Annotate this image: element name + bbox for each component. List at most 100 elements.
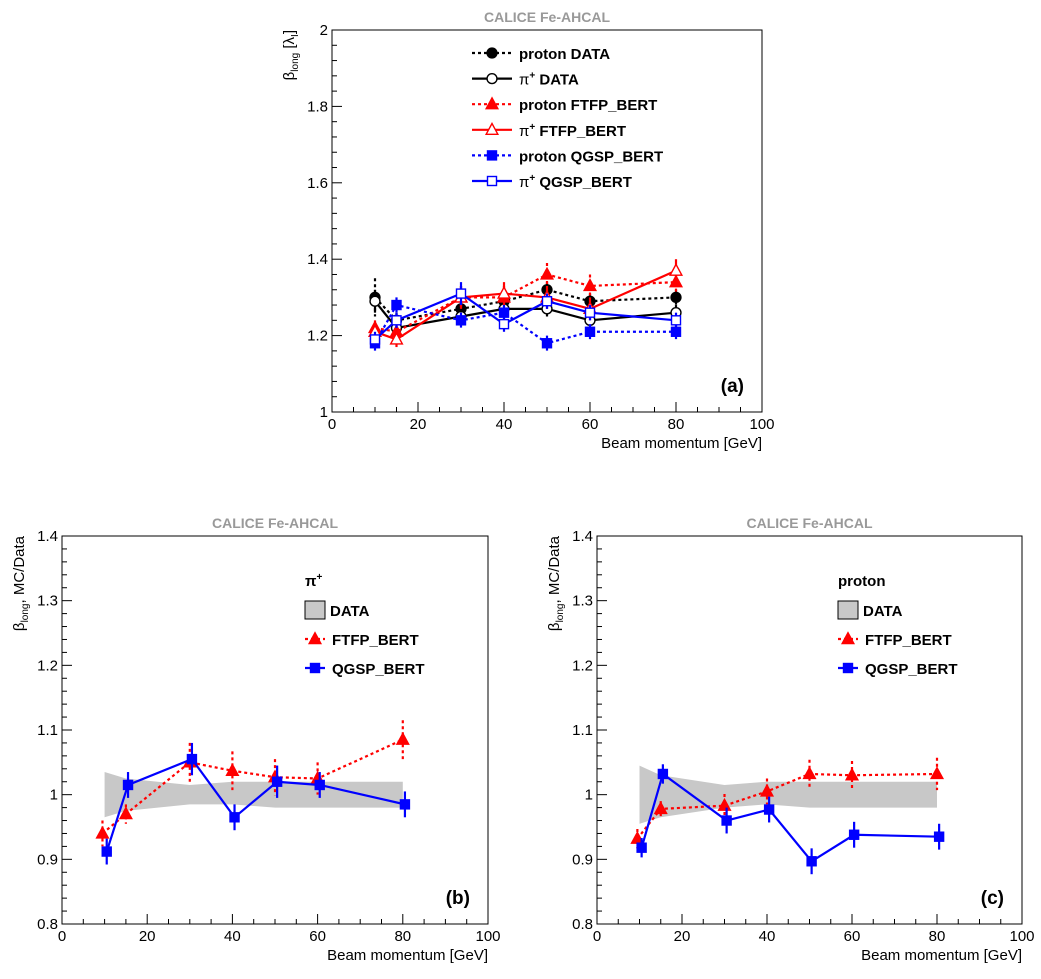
panel-label: (c) — [981, 888, 1004, 909]
x-tick-label: 80 — [929, 928, 946, 945]
y-tick-label: 1.2 — [307, 328, 328, 345]
legend-marker — [484, 96, 500, 110]
data-point — [391, 315, 402, 326]
y-tick-label: 1.4 — [37, 528, 58, 545]
data-point — [541, 296, 553, 307]
data-point — [653, 801, 668, 815]
data-point — [369, 334, 381, 345]
series-1 — [636, 764, 945, 875]
legend-entry-label: DATA — [330, 603, 370, 620]
legend-entry-label: QGSP_BERT — [865, 661, 958, 678]
chart-title: CALICE Fe-AHCAL — [212, 515, 338, 531]
legend-marker — [840, 631, 856, 645]
x-tick-label: 60 — [844, 928, 861, 945]
y-tick-label: 0.8 — [37, 916, 58, 933]
panel-c-chart: CALICE Fe-AHCAL 0 20 40 60 80 100 0.8 0.9 1 1.1 1.2… — [546, 515, 1035, 964]
x-tick-label: 0 — [58, 928, 66, 945]
y-tick-label: 1.6 — [307, 175, 328, 192]
legend-entry-label: π+ FTFP_BERT — [519, 122, 626, 140]
data-point — [759, 783, 775, 797]
data-point — [389, 331, 404, 345]
legend-band-swatch — [837, 600, 859, 620]
x-tick-label: 20 — [410, 416, 427, 433]
y-tick-label: 1.4 — [572, 528, 593, 545]
legend-marker — [484, 122, 500, 136]
chart-title: CALICE Fe-AHCAL — [747, 515, 873, 531]
series-0 — [630, 757, 945, 849]
y-tick-label: 1.8 — [307, 98, 328, 115]
panel-b-chart: CALICE Fe-AHCAL 0 20 40 60 80 100 0.8 0.9 1 1.1 1.2… — [11, 515, 501, 964]
data-point — [391, 299, 402, 311]
data-point — [584, 326, 596, 337]
data-point — [668, 262, 684, 276]
y-axis-label: βlong, MC/Data — [546, 535, 566, 631]
data-point — [721, 815, 732, 826]
data-point — [498, 318, 510, 330]
y-tick-label: 1 — [585, 787, 593, 804]
data-point — [101, 846, 112, 857]
data-point — [498, 307, 510, 318]
panel-label: (b) — [446, 888, 470, 909]
data-point — [95, 825, 110, 839]
x-tick-label: 0 — [328, 416, 336, 433]
plot-frame — [61, 535, 489, 925]
y-tick-label: 2 — [320, 22, 328, 39]
legend-marker — [486, 72, 498, 85]
data-point — [670, 315, 682, 326]
data-point — [848, 829, 860, 840]
series-1 — [101, 742, 411, 865]
y-tick-label: 1.2 — [37, 657, 58, 674]
legend-entry-label: π+ QGSP_BERT — [519, 173, 632, 191]
panel-label: (a) — [721, 376, 744, 397]
y-tick-label: 0.9 — [572, 851, 593, 868]
data-point — [670, 291, 682, 304]
data-point — [763, 804, 775, 815]
y-tick-label: 1.2 — [572, 657, 593, 674]
legend-marker — [307, 631, 323, 645]
y-tick-label: 1 — [320, 404, 328, 421]
legend-marker — [842, 662, 854, 674]
x-tick-label: 80 — [668, 416, 685, 433]
legend-entry-label: QGSP_BERT — [332, 661, 425, 678]
y-tick-label: 1.4 — [307, 251, 328, 268]
data-point — [539, 266, 555, 280]
legend: proton DATA FTFP_BERT QGSP_BERT — [837, 573, 958, 678]
x-tick-label: 100 — [749, 416, 774, 433]
x-tick-label: 20 — [139, 928, 156, 945]
x-tick-label: 0 — [593, 928, 601, 945]
legend-entry-label: DATA — [863, 603, 903, 620]
data-point — [369, 295, 381, 307]
data-point — [802, 766, 817, 780]
legend-entry-label: π+ DATA — [519, 71, 579, 89]
data-point — [186, 753, 198, 765]
series-3 — [367, 259, 684, 348]
data-point — [496, 285, 512, 299]
y-tick-label: 1 — [50, 787, 58, 804]
x-axis-label: Beam momentum [GeV] — [601, 435, 762, 452]
legend-marker — [486, 175, 498, 187]
data-point — [844, 767, 860, 781]
data-point — [455, 288, 467, 299]
legend: proton DATA π+ DATA proton FTFP_BERT π+ FTF… — [472, 46, 663, 191]
x-tick-label: 100 — [475, 928, 500, 945]
y-tick-label: 1.3 — [572, 593, 593, 610]
x-tick-label: 20 — [674, 928, 691, 945]
y-tick-label: 1.1 — [37, 722, 58, 739]
data-point — [395, 731, 410, 745]
series-5 — [369, 282, 682, 348]
data-point — [717, 797, 732, 811]
x-tick-label: 60 — [582, 416, 599, 433]
legend-entry-label: proton QGSP_BERT — [519, 148, 663, 165]
data-point — [584, 307, 596, 318]
legend-entry-label: proton FTFP_BERT — [519, 97, 657, 114]
y-axis-label: βlong, MC/Data — [11, 535, 31, 631]
data-point — [455, 315, 467, 326]
y-axis-label: βlong [λI] — [281, 30, 301, 80]
data-point — [657, 768, 669, 780]
data-point — [229, 812, 240, 823]
chart-title: CALICE Fe-AHCAL — [484, 9, 610, 25]
y-tick-label: 0.8 — [572, 916, 593, 933]
y-tick-label: 1.3 — [37, 593, 58, 610]
